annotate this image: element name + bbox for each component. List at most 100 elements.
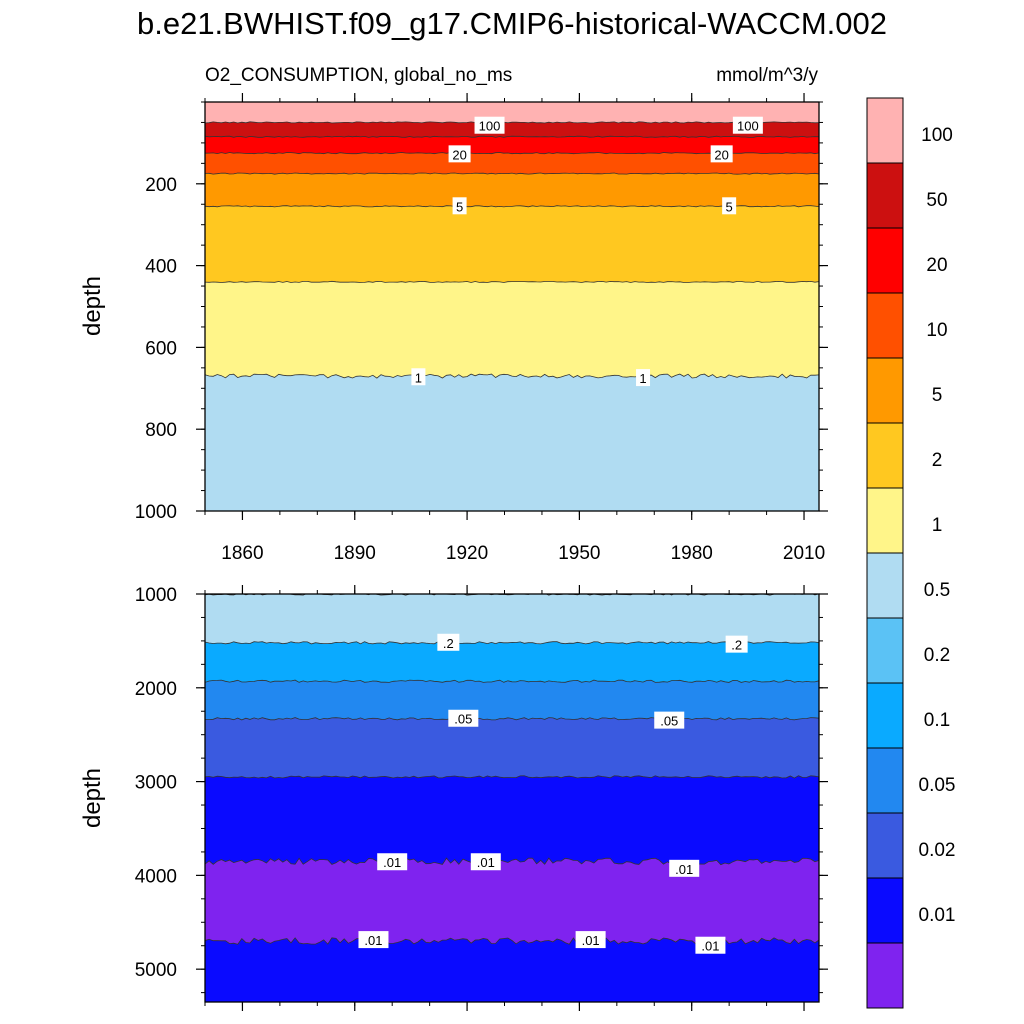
colorbar-label: 100 xyxy=(921,125,953,146)
upper-axes: 200 400 600 800 1000 1860 1890 1920 1950 1980 2010 xyxy=(135,93,828,564)
upper-y-axis-label: depth xyxy=(79,276,106,336)
contour-label: .05 xyxy=(654,711,685,729)
lower-contour-labels: .2 .2 .05 .05 .01 .01 .01 .01 .01 .01 xyxy=(358,633,748,954)
contour-label: .01 xyxy=(377,853,408,871)
svg-text:20: 20 xyxy=(714,147,728,162)
contour-line xyxy=(205,280,819,283)
colorbar-swatch xyxy=(866,227,904,294)
colorbar-swatch xyxy=(866,877,904,944)
colorbar-swatch xyxy=(866,357,904,424)
y-tick-label: 800 xyxy=(145,420,177,441)
colorbar-swatch xyxy=(866,487,904,554)
contour-label: 1 xyxy=(411,368,426,386)
colorbar-label: 0.2 xyxy=(924,645,950,666)
upper-contour-lines xyxy=(205,121,819,379)
colorbar-label: 0.01 xyxy=(919,905,956,926)
units-label: mmol/m^3/y xyxy=(716,65,818,86)
svg-text:.01: .01 xyxy=(364,933,382,948)
svg-text:.05: .05 xyxy=(660,714,678,729)
lower-plot-frame xyxy=(204,593,820,1003)
contour-line xyxy=(205,679,819,683)
contour-label: 5 xyxy=(452,197,467,215)
contour-line xyxy=(205,857,819,866)
contour-label: 100 xyxy=(732,116,763,134)
contour-label: 20 xyxy=(448,145,471,163)
y-tick-label: 400 xyxy=(145,257,177,278)
svg-text:20: 20 xyxy=(452,147,466,162)
contour-label: .2 xyxy=(725,635,748,653)
colorbar-label: 10 xyxy=(926,320,947,341)
upper-panel: 100 100 20 20 5 5 1 1 200 400 600 800 1000 1860 1890 1… xyxy=(79,93,828,564)
colorbar-swatch xyxy=(866,97,904,164)
contour-label: 5 xyxy=(722,197,737,215)
x-tick-label: 1950 xyxy=(558,543,600,564)
colorbar-swatch xyxy=(866,422,904,489)
contour-line xyxy=(205,172,819,175)
x-tick-label: 1860 xyxy=(221,543,263,564)
contour-label: .01 xyxy=(358,931,389,949)
contour-band xyxy=(205,374,819,511)
contour-line xyxy=(205,373,819,379)
colorbar: 100 50 20 10 5 2 1 0.5 0.2 0.1 0.05 0.02 0.01 xyxy=(866,97,956,1009)
contour-line xyxy=(205,775,819,779)
colorbar-label: 1 xyxy=(932,515,943,536)
contour-line xyxy=(205,121,819,124)
y-tick-label: 1000 xyxy=(135,502,177,523)
svg-text:.05: .05 xyxy=(454,712,472,727)
y-tick-label: 3000 xyxy=(135,773,177,794)
x-tick-label: 2010 xyxy=(783,543,825,564)
y-tick-label: 5000 xyxy=(135,960,177,981)
colorbar-swatch xyxy=(866,812,904,879)
upper-contour-bands xyxy=(205,102,819,511)
lower-panel: .2 .2 .05 .05 .01 .01 .01 .01 .01 .01 1000 2000 300… xyxy=(79,585,828,1011)
svg-text:.01: .01 xyxy=(582,933,600,948)
colorbar-swatch xyxy=(866,617,904,684)
lower-axes: 1000 2000 3000 4000 5000 xyxy=(135,585,828,1011)
upper-contour-labels: 100 100 20 20 5 5 1 1 xyxy=(411,116,763,387)
y-tick-label: 200 xyxy=(145,175,177,196)
contour-label: .05 xyxy=(448,709,479,727)
colorbar-label: 2 xyxy=(932,450,943,471)
x-tick-label: 1980 xyxy=(671,543,713,564)
svg-text:1: 1 xyxy=(639,371,646,386)
contour-label: .01 xyxy=(470,853,501,871)
colorbar-swatch xyxy=(866,162,904,229)
y-tick-label: 1000 xyxy=(135,585,177,606)
svg-text:1: 1 xyxy=(415,370,422,385)
colorbar-swatch xyxy=(866,682,904,749)
y-tick-label: 4000 xyxy=(135,866,177,887)
contour-label: .2 xyxy=(437,633,460,651)
svg-text:.01: .01 xyxy=(477,855,495,870)
colorbar-label: 0.1 xyxy=(924,710,950,731)
svg-text:.01: .01 xyxy=(701,939,719,954)
svg-text:.2: .2 xyxy=(443,636,454,651)
colorbar-label: 0.05 xyxy=(919,775,956,796)
colorbar-swatch xyxy=(866,552,904,619)
contour-label: 100 xyxy=(474,116,505,134)
lower-y-axis-label: depth xyxy=(79,768,106,828)
contour-label: .01 xyxy=(575,931,606,949)
colorbar-label: 5 xyxy=(932,385,943,406)
svg-text:5: 5 xyxy=(726,199,733,214)
colorbar-label: 50 xyxy=(926,190,947,211)
colorbar-label: 0.02 xyxy=(919,840,956,861)
contour-label: 1 xyxy=(636,369,651,387)
contour-line xyxy=(205,641,819,645)
contour-line xyxy=(205,717,819,721)
contour-line xyxy=(205,135,819,138)
x-tick-label: 1920 xyxy=(446,543,488,564)
main-title: b.e21.BWHIST.f09_g17.CMIP6-historical-WA… xyxy=(137,6,887,41)
contour-label: .01 xyxy=(695,936,726,954)
x-tick-label: 1890 xyxy=(334,543,376,564)
variable-name: O2_CONSUMPTION, global_no_ms xyxy=(205,65,512,86)
contour-band xyxy=(205,937,819,1002)
contour-line xyxy=(205,205,819,208)
svg-text:100: 100 xyxy=(737,119,759,134)
contour-label: 20 xyxy=(710,145,733,163)
colorbar-swatch xyxy=(866,292,904,359)
lower-contour-bands xyxy=(205,594,819,1002)
colorbar-label: 0.5 xyxy=(924,580,950,601)
y-tick-label: 600 xyxy=(145,338,177,359)
y-tick-label: 2000 xyxy=(135,679,177,700)
